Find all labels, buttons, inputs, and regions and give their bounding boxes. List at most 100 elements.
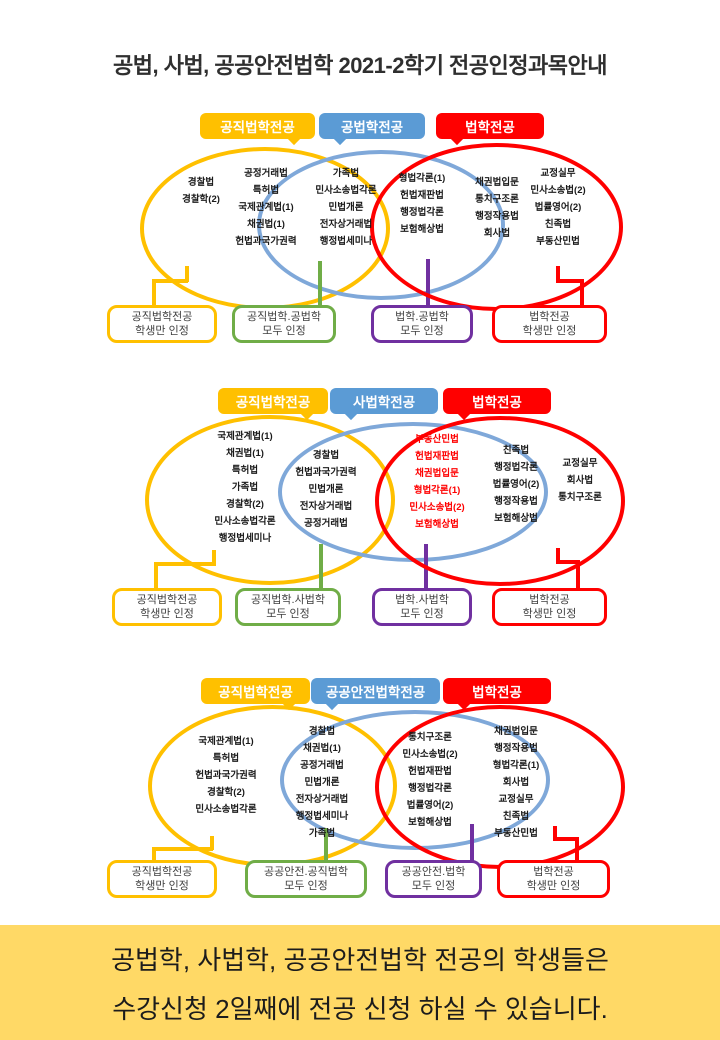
connector-red-segment [580, 279, 584, 307]
course-item: 보험해상법 [415, 519, 459, 530]
course-item: 행정작용법 [494, 496, 538, 507]
course-item: 전자상거래법 [319, 219, 373, 230]
course-item: 통치구조론 [558, 492, 602, 503]
course-item: 채권법(1) [247, 219, 285, 230]
course-item: 보험해상법 [494, 513, 538, 524]
connector-red-segment [576, 560, 580, 590]
course-item: 가족법 [308, 828, 336, 839]
connector-green-line [324, 828, 328, 862]
course-item: 헌법과국가권력 [195, 770, 257, 781]
course-item: 법률영어(2) [406, 800, 454, 811]
tab-beophak-major: 법학전공 [436, 113, 544, 139]
course-item: 국제관계법(1) [238, 202, 294, 213]
course-item: 형법각론(1) [413, 485, 461, 496]
course-item: 형법각론(1) [398, 173, 446, 184]
courses-yellow-blue-col1: 공정거래법 특허법 국제관계법(1) 채권법(1) 헌법과국가권력 [218, 168, 314, 248]
label-line: 공직법학.사법학 [251, 593, 325, 606]
label-line: 학생만 인정 [135, 880, 189, 892]
course-item: 보험해상법 [400, 224, 444, 235]
course-item: 부동산민법 [536, 236, 580, 247]
connector-green-line [319, 544, 323, 590]
label-line: 학생만 인정 [522, 325, 577, 337]
course-item: 법률영어(2) [492, 479, 540, 490]
label-line: 공직법학전공 [131, 310, 193, 323]
label-line: 법학.공법학 [395, 310, 449, 323]
course-item: 국제관계법(1) [198, 736, 254, 747]
course-item: 행정작용법 [494, 743, 538, 754]
connector-yellow-segment [152, 279, 156, 307]
recognition-label-yellow: 공직법학전공 학생만 인정 [107, 860, 217, 898]
course-item: 통치구조론 [408, 732, 452, 743]
course-item: 민사소송법각론 [315, 185, 377, 196]
course-item: 민법개론 [304, 777, 340, 788]
recognition-label-yellow: 공직법학전공 학생만 인정 [107, 305, 217, 343]
course-item: 교정실무 [562, 458, 598, 469]
tab-beophak-major: 법학전공 [443, 388, 551, 414]
recognition-label-green: 공직법학.공법학 모두 인정 [232, 305, 336, 343]
label-line: 모두 인정 [400, 325, 444, 337]
recognition-label-yellow: 공직법학전공 학생만 인정 [112, 588, 222, 626]
tab-gongjik-major: 공직법학전공 [200, 113, 315, 139]
recognition-label-green: 공직법학.사법학 모두 인정 [235, 588, 341, 626]
course-item: 채권법입문 [415, 468, 459, 479]
course-item: 통치구조론 [475, 194, 519, 205]
label-line: 학생만 인정 [526, 880, 581, 892]
connector-yellow-segment [152, 847, 213, 851]
courses-blue-red: 통치구조론 민사소송법(2) 헌법재판법 행정법각론 법률영어(2) 보험해상법 [384, 732, 476, 829]
tab-beophak-major: 법학전공 [443, 678, 551, 704]
course-item: 회사법 [566, 475, 594, 486]
course-item: 민사소송법(2) [530, 185, 586, 196]
recognition-label-red: 법학전공 학생만 인정 [492, 305, 607, 343]
course-item: 친족법 [502, 811, 530, 822]
course-item: 경찰학(2) [226, 499, 264, 510]
course-item: 친족법 [502, 445, 530, 456]
courses-yellow-blue: 경찰법 채권법(1) 공정거래법 민법개론 전자상거래법 행정법세미나 가족법 [272, 726, 372, 840]
courses-yellow-only: 경찰법 경찰학(2) [153, 177, 249, 206]
tab-gongjik-major: 공직법학전공 [218, 388, 328, 414]
course-item: 국제관계법(1) [217, 431, 273, 442]
recognition-label-purple: 공공안전.법학 모두 인정 [385, 860, 482, 898]
course-item: 공정거래법 [304, 518, 348, 529]
course-item: 민사소송법각론 [195, 804, 257, 815]
notice-line-1: 공법학, 사법학, 공공안전법학 전공의 학생들은 [111, 944, 609, 975]
label-line: 공직법학.공법학 [247, 310, 321, 323]
courses-blue-red-col2: 친족법 행정법각론 법률영어(2) 행정작용법 보험해상법 [470, 445, 562, 525]
course-item: 보험해상법 [408, 817, 452, 828]
course-item: 채권법(1) [226, 448, 264, 459]
course-item: 채권법입문 [494, 726, 538, 737]
course-item: 특허법 [231, 465, 259, 476]
course-item: 채권법입문 [475, 177, 519, 188]
venn-diagram-public-safety-law: 공직법학전공 공공안전법학전공 법학전공 국제관계법(1) 특허법 헌법과국가권력 경… [0, 678, 720, 923]
course-item: 행정법각론 [408, 783, 452, 794]
connector-yellow-segment [154, 562, 215, 566]
course-item: 행정법세미나 [295, 811, 349, 822]
course-item: 가족법 [332, 168, 360, 179]
course-item: 민법개론 [308, 484, 344, 495]
venn-diagram-private-law: 공직법학전공 사법학전공 법학전공 국제관계법(1) 채권법(1) 특허법 가족법 경찰… [0, 388, 720, 633]
course-item: 회사법 [483, 228, 511, 239]
course-item: 경찰학(2) [207, 787, 245, 798]
recognition-label-green: 공공안전.공직법학 모두 인정 [245, 860, 367, 898]
course-item: 헌법재판법 [415, 451, 459, 462]
label-line: 학생만 인정 [135, 325, 189, 337]
recognition-label-red: 법학전공 학생만 인정 [492, 588, 607, 626]
notice-banner: 공법학, 사법학, 공공안전법학 전공의 학생들은 수강신청 2일째에 전공 신… [0, 925, 720, 1040]
connector-yellow-segment [185, 266, 189, 282]
course-item: 부동산민법 [494, 828, 538, 839]
course-item: 민사소송법(2) [402, 749, 458, 760]
label-line: 공공안전.공직법학 [263, 865, 348, 878]
course-item: 행정법각론 [400, 207, 444, 218]
label-line: 모두 인정 [284, 880, 328, 892]
connector-yellow-segment [152, 847, 156, 862]
course-item: 전자상거래법 [299, 501, 353, 512]
connector-yellow-segment [152, 279, 188, 283]
label-line: 모두 인정 [266, 608, 310, 620]
tab-sabeop-major: 사법학전공 [330, 388, 438, 414]
tab-gongjik-major: 공직법학전공 [201, 678, 310, 704]
course-item: 특허법 [212, 753, 240, 764]
course-item: 민사소송법(2) [409, 502, 465, 513]
course-item: 부동산민법 [415, 434, 459, 445]
courses-red-only-col1: 채권법입문 통치구조론 행정작용법 회사법 [456, 177, 538, 240]
connector-yellow-segment [212, 550, 216, 566]
